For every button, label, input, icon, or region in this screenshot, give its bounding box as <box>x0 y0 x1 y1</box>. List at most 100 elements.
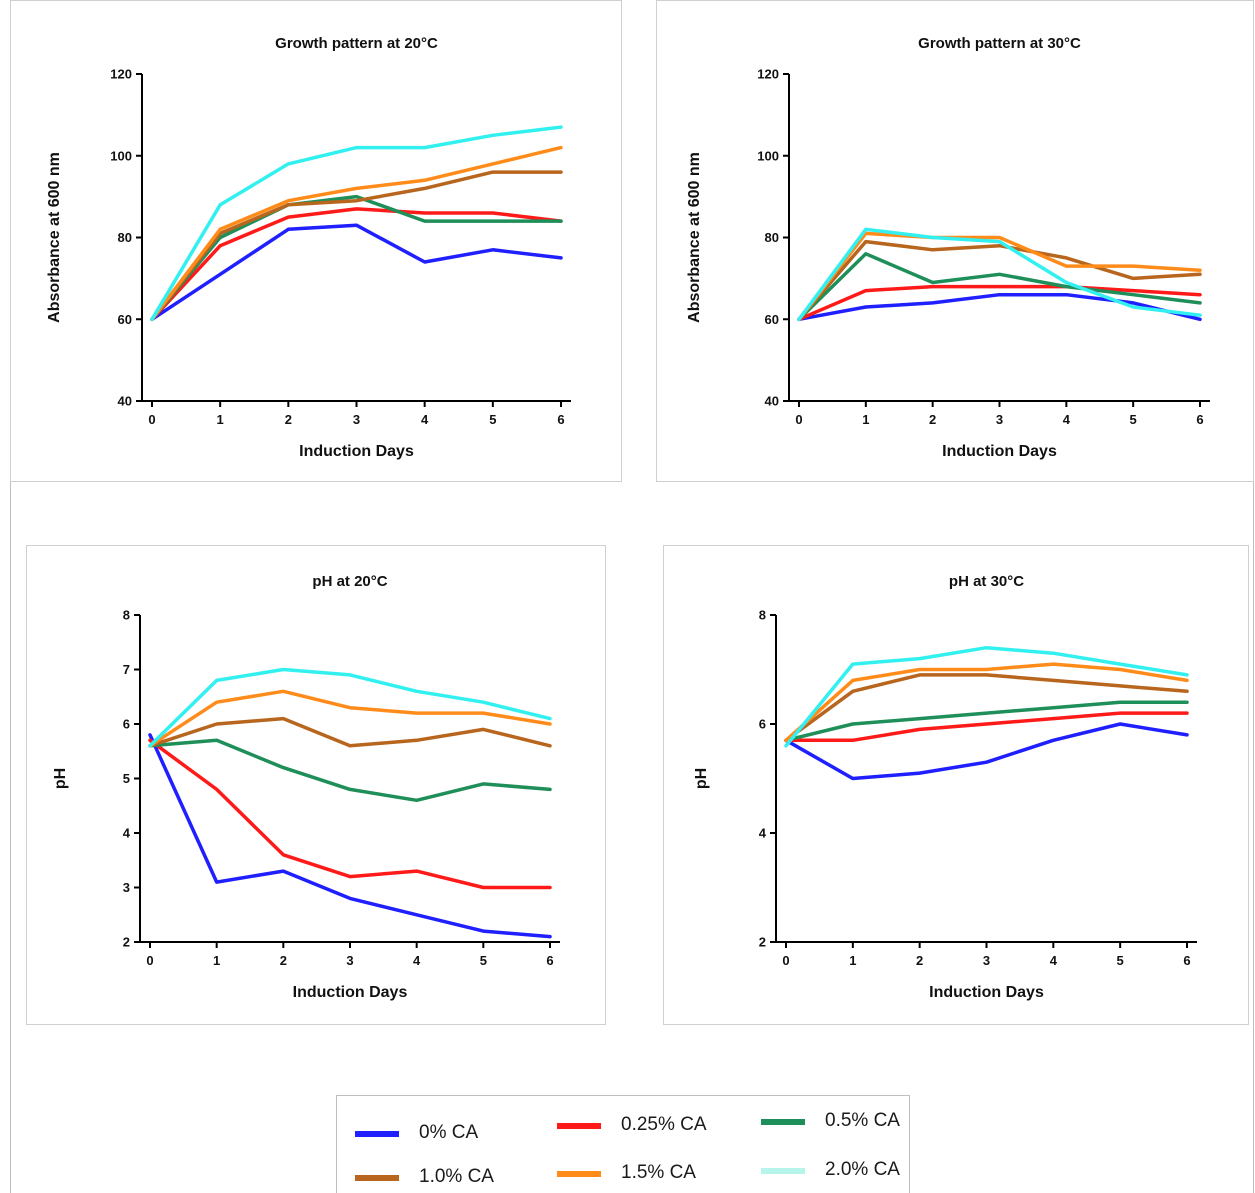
legend-swatch <box>355 1175 399 1181</box>
y-axis-label: Absorbance at 600 nm <box>686 152 703 323</box>
x-tick-label: 5 <box>1130 412 1137 427</box>
x-axis-label: Induction Days <box>293 984 408 1001</box>
x-tick-label: 3 <box>983 953 990 968</box>
chart-panel-growth-20c: Growth pattern at 20°C 40 60 80 100 120 0 1 2 3 4 5… <box>10 0 622 482</box>
x-tick-label: 4 <box>413 953 421 968</box>
y-tick-label: 3 <box>123 880 130 895</box>
x-axis-label: Induction Days <box>942 443 1057 460</box>
y-tick-label: 2 <box>759 935 766 950</box>
y-tick-label: 7 <box>123 662 130 677</box>
series-line-1-5-ca <box>148 689 552 748</box>
series-line-0-5-ca <box>148 738 552 803</box>
x-axis-label: Induction Days <box>299 443 414 460</box>
x-tick-label: 2 <box>929 412 936 427</box>
x-tick-label: 2 <box>285 412 292 427</box>
legend-label: 2.0% CA <box>825 1159 900 1180</box>
legend-label: 1.5% CA <box>621 1162 696 1183</box>
y-tick-label: 60 <box>765 312 779 327</box>
chart-title: pH at 30°C <box>949 573 1024 590</box>
series-line-0-ca <box>784 722 1189 781</box>
series-line-0-5-ca <box>797 252 1202 322</box>
chart-panel-ph-20c: pH at 20°C 2 3 4 5 6 7 8 0 1 2 3 4 5 6 Induction Days pH <box>26 545 606 1025</box>
chart-svg: pH at 20°C 2 3 4 5 6 7 8 0 1 2 3 4 5 6 Induction Days pH <box>52 573 560 1001</box>
y-tick-label: 100 <box>110 148 132 163</box>
legend-label: 0.5% CA <box>825 1110 900 1131</box>
series-line-0-25-ca <box>797 284 1202 322</box>
series-line-2-0-ca <box>797 227 1202 322</box>
x-tick-label: 2 <box>916 953 923 968</box>
series-line-0-ca <box>148 733 552 939</box>
x-tick-label: 6 <box>1183 953 1190 968</box>
x-axis-label: Induction Days <box>929 984 1044 1001</box>
chart-panel-growth-30c: Growth pattern at 30°C 40 60 80 100 120 0 1 2 3 4 5… <box>656 0 1254 482</box>
x-tick-label: 5 <box>480 953 487 968</box>
y-tick-label: 120 <box>110 67 132 82</box>
y-tick-label: 4 <box>123 826 131 841</box>
y-axis-label: pH <box>693 768 710 789</box>
x-tick-label: 1 <box>862 412 869 427</box>
chart-title: pH at 20°C <box>312 573 387 590</box>
x-tick-label: 6 <box>557 412 564 427</box>
series-line-2-0-ca <box>784 645 1189 748</box>
x-tick-label: 4 <box>1050 953 1058 968</box>
series-line-1-0-ca <box>150 170 563 322</box>
x-tick-label: 3 <box>353 412 360 427</box>
x-tick-label: 6 <box>1196 412 1203 427</box>
figure-frame <box>10 0 1254 1193</box>
x-tick-label: 3 <box>996 412 1003 427</box>
legend-swatch <box>761 1168 805 1174</box>
series-line-0-25-ca <box>148 738 552 890</box>
legend-label: 0% CA <box>419 1122 479 1143</box>
series-line-0-5-ca <box>784 700 1189 743</box>
y-tick-label: 120 <box>757 67 779 82</box>
y-tick-label: 8 <box>759 608 766 623</box>
chart-title: Growth pattern at 30°C <box>918 35 1081 52</box>
chart-svg: Growth pattern at 20°C 40 60 80 100 120 0 1 2 3 4 5… <box>46 35 571 460</box>
y-tick-label: 8 <box>123 608 130 623</box>
series-line-2-0-ca <box>150 125 563 322</box>
chart-svg: pH at 30°C 2 4 6 8 0 1 2 3 4 5 6 Induction Days pH <box>693 573 1197 1001</box>
y-axis-label: pH <box>52 768 69 789</box>
series-line-1-5-ca <box>784 662 1189 743</box>
x-tick-label: 3 <box>346 953 353 968</box>
x-tick-label: 5 <box>1117 953 1124 968</box>
series-line-0-25-ca <box>150 207 563 322</box>
y-axis-label: Absorbance at 600 nm <box>46 152 63 323</box>
x-tick-label: 5 <box>489 412 496 427</box>
y-tick-label: 4 <box>759 826 767 841</box>
x-tick-label: 0 <box>795 412 802 427</box>
x-tick-label: 0 <box>782 953 789 968</box>
chart-svg: Growth pattern at 30°C 40 60 80 100 120 0 1 2 3 4 5… <box>686 35 1210 460</box>
series-line-0-25-ca <box>784 711 1189 743</box>
legend: 0% CA 0.25% CA 0.5% CA 1.0% CA 1.5% CA 2… <box>336 1095 910 1193</box>
series-line-0-5-ca <box>150 194 563 322</box>
x-tick-label: 6 <box>546 953 553 968</box>
y-tick-label: 5 <box>123 771 130 786</box>
legend-label: 0.25% CA <box>621 1114 707 1135</box>
y-tick-label: 80 <box>118 230 132 245</box>
y-tick-label: 6 <box>759 717 766 732</box>
series-line-2-0-ca <box>148 667 552 748</box>
chart-panel-ph-30c: pH at 30°C 2 4 6 8 0 1 2 3 4 5 6 Induction Days pH <box>663 545 1249 1025</box>
x-tick-label: 0 <box>148 412 155 427</box>
y-tick-label: 2 <box>123 935 130 950</box>
legend-swatch <box>761 1119 805 1125</box>
legend-swatch <box>355 1131 399 1137</box>
series-line-1-0-ca <box>784 673 1189 743</box>
series-line-0-ca <box>150 223 563 322</box>
series-line-1-0-ca <box>797 239 1202 322</box>
legend-swatch <box>557 1171 601 1177</box>
chart-title: Growth pattern at 20°C <box>275 35 438 52</box>
y-tick-label: 100 <box>757 148 779 163</box>
series-line-1-5-ca <box>797 231 1202 322</box>
x-tick-label: 1 <box>213 953 220 968</box>
legend-label: 1.0% CA <box>419 1166 494 1187</box>
y-tick-label: 40 <box>118 394 132 409</box>
y-tick-label: 60 <box>118 312 132 327</box>
series-line-1-5-ca <box>150 145 563 322</box>
y-tick-label: 6 <box>123 717 130 732</box>
y-tick-label: 40 <box>765 394 779 409</box>
legend-swatch <box>557 1123 601 1129</box>
series-line-1-0-ca <box>148 716 552 748</box>
x-tick-label: 4 <box>1063 412 1071 427</box>
